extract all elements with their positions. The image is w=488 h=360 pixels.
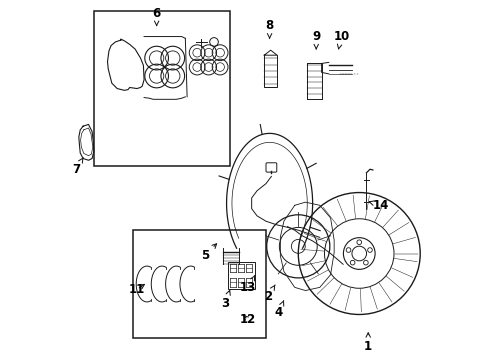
Text: 14: 14 [368,199,388,212]
Text: 5: 5 [201,244,216,262]
Text: 10: 10 [332,30,349,49]
Text: 9: 9 [311,30,320,49]
Text: 7: 7 [72,158,83,176]
Text: 12: 12 [240,313,256,327]
Text: 8: 8 [265,19,273,38]
Bar [94,12,230,166]
Text: 1: 1 [364,333,371,353]
Text: 6: 6 [152,7,161,26]
Text: 2: 2 [263,285,275,303]
Text: 4: 4 [274,301,283,319]
Text: 13: 13 [240,276,256,294]
Text: 3: 3 [220,291,230,310]
Bar [133,230,265,338]
Bar [228,262,255,289]
Text: 11: 11 [128,283,145,296]
